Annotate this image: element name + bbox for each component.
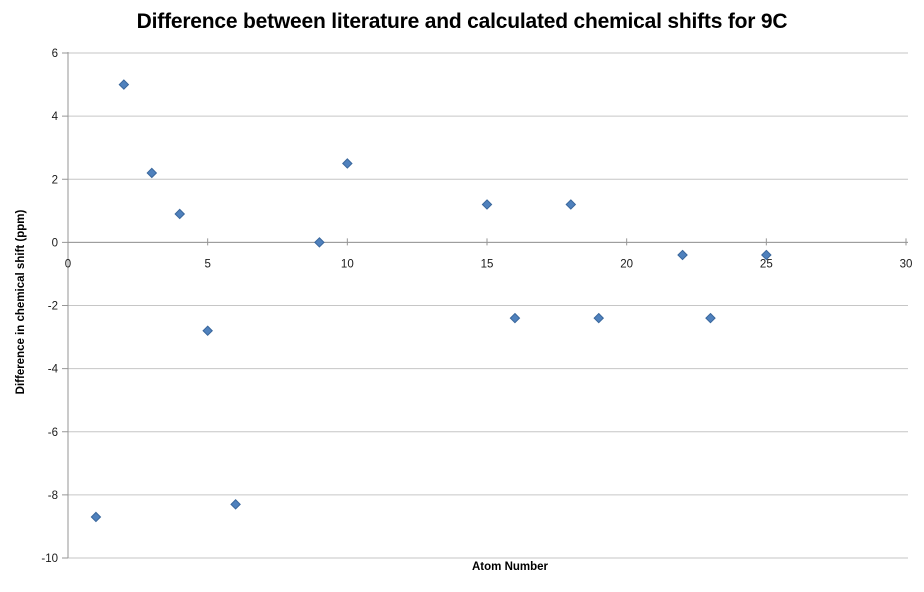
data-point-marker <box>705 312 716 324</box>
data-point-marker <box>565 199 577 210</box>
x-tick-label: 20 <box>620 258 633 270</box>
y-tick-label: -8 <box>48 490 58 502</box>
y-tick-label: -2 <box>48 301 58 313</box>
x-tick-label: 0 <box>65 258 71 270</box>
y-tick-label: 0 <box>52 237 58 249</box>
data-point-marker <box>146 167 158 179</box>
data-point-marker <box>314 237 325 248</box>
data-point-marker <box>593 312 605 324</box>
data-point-marker <box>481 199 493 210</box>
y-tick-label: -6 <box>48 427 58 439</box>
x-tick-label: 10 <box>341 258 354 270</box>
data-point-marker <box>342 158 353 169</box>
data-point-marker <box>90 511 102 523</box>
y-tick-label: -10 <box>41 553 58 565</box>
x-tick-label: 25 <box>760 258 773 270</box>
y-tick-label: 2 <box>52 174 58 186</box>
data-point-marker <box>118 79 130 90</box>
chart-title: Difference between literature and calcul… <box>136 10 788 33</box>
data-point-marker <box>230 499 241 510</box>
y-tick-label: 6 <box>52 48 58 60</box>
x-tick-label: 5 <box>204 258 210 270</box>
data-point-marker <box>174 208 186 220</box>
x-tick-label: 15 <box>481 258 494 270</box>
y-tick-label: 4 <box>52 111 59 123</box>
y-tick-label: -4 <box>48 364 59 376</box>
data-point-marker <box>202 325 213 337</box>
data-point-marker <box>677 249 688 261</box>
x-axis-title: Atom Number <box>471 561 549 573</box>
x-tick-label: 30 <box>900 258 913 270</box>
data-point-marker <box>761 249 772 261</box>
data-point-marker <box>509 312 521 324</box>
